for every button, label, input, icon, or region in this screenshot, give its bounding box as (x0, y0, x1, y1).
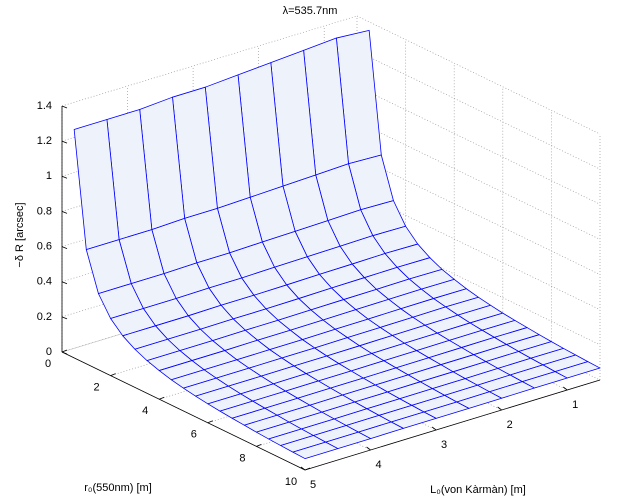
x-axis-label: L₀(von Kàrmàn) [m] (430, 484, 526, 496)
tick-mark (61, 105, 68, 109)
tick-mark (61, 281, 68, 285)
tick-mark (61, 349, 68, 353)
tick-mark (207, 420, 213, 424)
z-tick-label: 0.6 (37, 240, 52, 252)
tick-mark (61, 140, 68, 144)
z-tick-label: 0.8 (37, 205, 52, 217)
x-tick-label: 3 (441, 439, 447, 451)
y-tick-label: 8 (239, 452, 245, 464)
tick-mark (562, 386, 568, 391)
z-tick-label: 0.2 (37, 311, 52, 323)
tick-mark (61, 351, 68, 355)
grid-line (356, 50, 601, 170)
tick-mark (110, 373, 116, 376)
tick-mark (304, 467, 311, 471)
y-tick-label: 6 (191, 429, 197, 441)
tick-mark (256, 444, 262, 447)
z-tick-label: 1.4 (37, 100, 52, 112)
x-tick-label: 2 (507, 419, 513, 431)
x-tick-label: 4 (375, 459, 381, 471)
grid-line (356, 156, 601, 275)
chart-title: λ=535.7nm (283, 5, 338, 17)
tick-mark (366, 446, 371, 451)
y-axis (61, 351, 306, 471)
y-tick-label: 0 (45, 358, 51, 370)
x-tick-label: 1 (572, 399, 578, 411)
tick-mark (61, 246, 68, 249)
tick-mark (61, 175, 68, 179)
y-axis-label: r₀(550nm) [m] (84, 482, 152, 494)
z-tick-label: 0 (46, 346, 52, 358)
z-tick-label: 1.2 (37, 135, 52, 147)
tick-mark (159, 396, 165, 400)
grid-line (61, 15, 358, 107)
grid-line (61, 261, 358, 353)
grid-line (356, 15, 601, 135)
y-tick-label: 4 (142, 405, 148, 417)
tick-mark (431, 426, 437, 431)
y-tick-label: 10 (285, 476, 297, 488)
z-axis-label: −δ R [arcsec] (14, 202, 26, 267)
z-tick-label: 1 (46, 170, 52, 182)
x-tick-label: 5 (310, 479, 316, 491)
y-tick-label: 2 (94, 382, 100, 394)
surface-patch (292, 441, 339, 459)
z-tick-label: 0.4 (37, 276, 52, 288)
x-axis (304, 379, 601, 471)
tick-mark (300, 466, 306, 471)
tick-mark (497, 406, 502, 411)
grid-line (356, 85, 601, 205)
tick-mark (61, 211, 68, 214)
grid-line (356, 121, 601, 240)
tick-mark (61, 316, 68, 320)
